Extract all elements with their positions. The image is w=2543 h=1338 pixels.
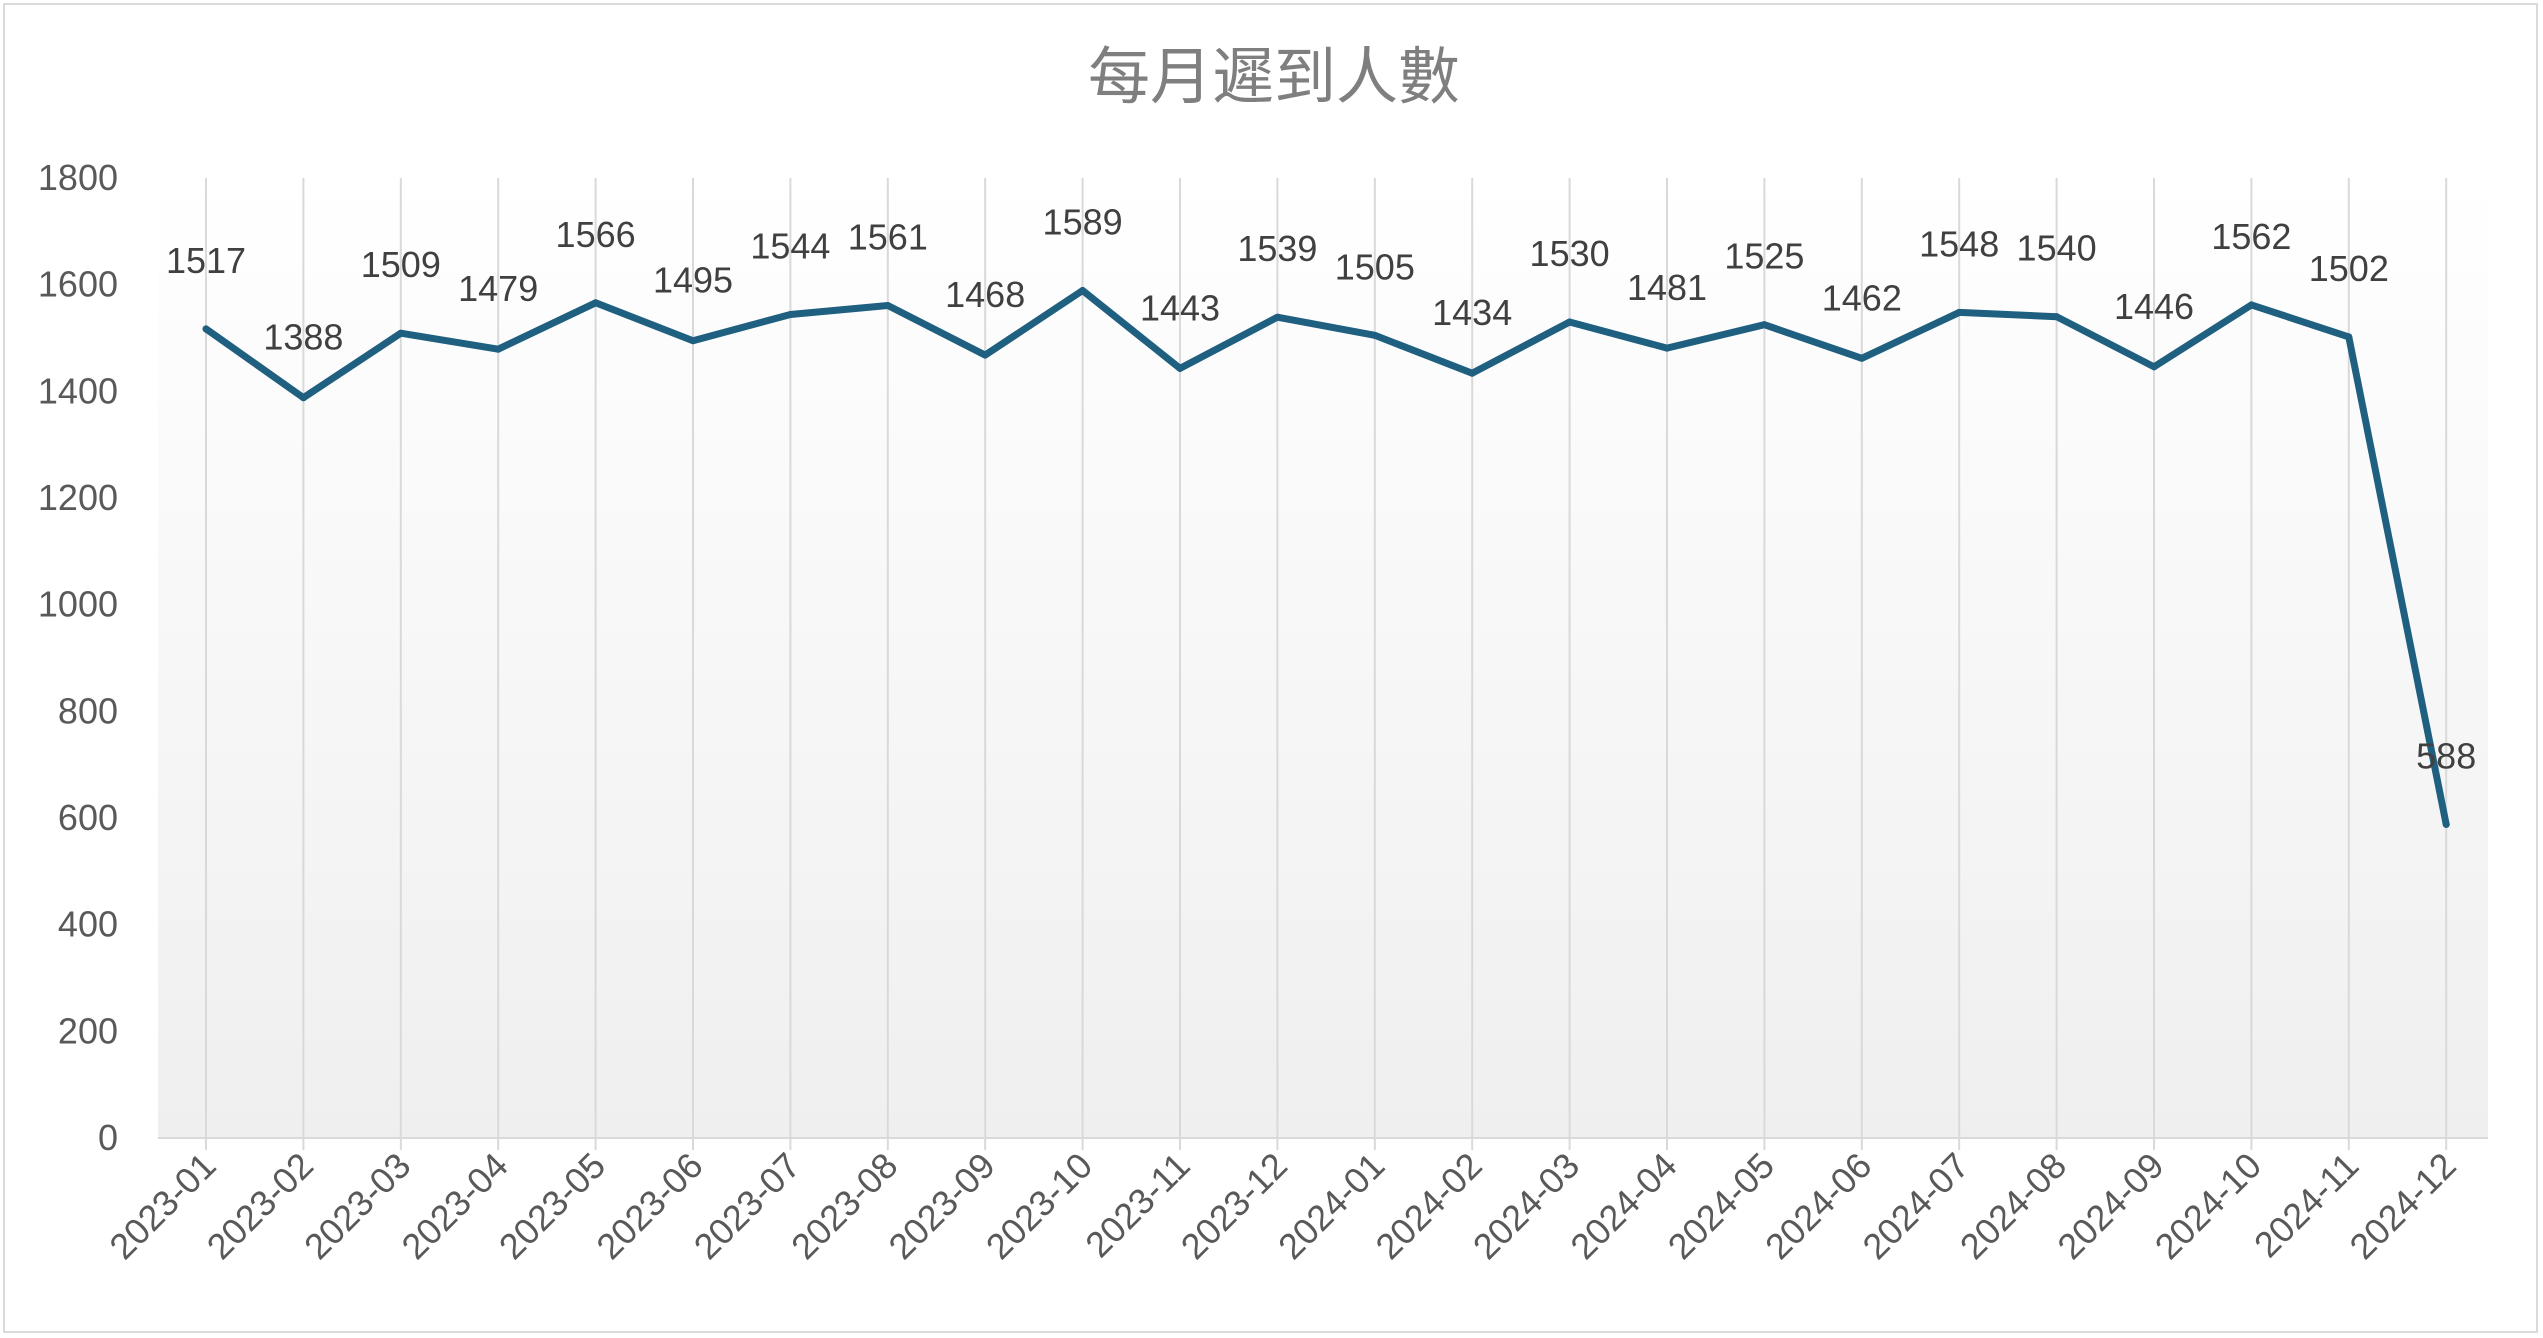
data-label: 1462	[1822, 277, 1902, 318]
data-label: 1530	[1530, 233, 1610, 274]
data-label: 1544	[750, 226, 830, 267]
x-tick-label: 2023-02	[199, 1145, 321, 1267]
chart-title: 每月遲到人數	[1088, 40, 1460, 113]
y-tick-label: 0	[98, 1117, 118, 1158]
x-tick-label: 2024-04	[1562, 1145, 1684, 1267]
data-point	[1760, 321, 1768, 329]
data-point	[1273, 313, 1281, 321]
x-axis: 2023-012023-022023-032023-042023-052023-…	[101, 1145, 2464, 1267]
data-point	[1371, 331, 1379, 339]
data-point	[592, 299, 600, 307]
data-labels: 1517 1388 1509 1479 1566 1495 1544 1561 1468 1589…	[166, 202, 2476, 777]
x-tick-label: 2023-12	[1173, 1145, 1295, 1267]
data-label: 1502	[2309, 248, 2389, 289]
x-tick-label: 2024-06	[1757, 1145, 1879, 1267]
y-tick-label: 200	[58, 1010, 118, 1051]
data-point	[1663, 344, 1671, 352]
data-label: 1509	[361, 244, 441, 285]
x-tick-label: 2024-07	[1854, 1145, 1976, 1267]
y-tick-label: 1400	[38, 370, 118, 411]
data-point	[2442, 820, 2450, 828]
x-tick-label: 2023-08	[783, 1145, 905, 1267]
series-group	[202, 287, 2450, 828]
data-label: 1479	[458, 268, 538, 309]
data-label: 588	[2416, 735, 2476, 776]
data-point	[884, 301, 892, 309]
x-tick-label: 2023-03	[296, 1145, 418, 1267]
data-label: 1548	[1919, 223, 1999, 264]
data-point	[2345, 333, 2353, 341]
data-label: 1434	[1432, 292, 1512, 333]
series-line	[202, 287, 2450, 828]
x-tick-label: 2023-05	[491, 1145, 613, 1267]
data-point	[299, 394, 307, 402]
data-point	[1955, 308, 1963, 316]
x-tick-label: 2024-10	[2147, 1145, 2269, 1267]
data-point	[1468, 369, 1476, 377]
x-tick-label: 2023-06	[588, 1145, 710, 1267]
x-tick-label: 2023-10	[978, 1145, 1100, 1267]
data-label: 1540	[2017, 228, 2097, 269]
x-tick-label: 2024-11	[2246, 1145, 2367, 1266]
data-point	[397, 329, 405, 337]
data-label: 1505	[1335, 246, 1415, 287]
data-point	[202, 325, 210, 333]
data-point	[494, 345, 502, 353]
x-tick-label: 2024-09	[2049, 1145, 2171, 1267]
data-label: 1566	[556, 214, 636, 255]
data-point	[1858, 354, 1866, 362]
data-point	[1079, 287, 1087, 295]
data-label: 1481	[1627, 267, 1707, 308]
data-point	[1176, 364, 1184, 372]
x-tick-label: 2023-01	[101, 1145, 223, 1267]
y-tick-label: 1200	[38, 477, 118, 518]
x-tick-label: 2023-04	[393, 1145, 515, 1267]
y-tick-label: 1600	[38, 264, 118, 305]
data-point	[981, 351, 989, 359]
x-tick-label: 2024-02	[1367, 1145, 1489, 1267]
y-tick-label: 600	[58, 797, 118, 838]
x-tick-label: 2023-11	[1077, 1145, 1198, 1266]
x-tick-label: 2024-05	[1660, 1145, 1782, 1267]
data-label: 1388	[263, 317, 343, 358]
y-tick-label: 800	[58, 690, 118, 731]
data-point	[2053, 313, 2061, 321]
y-tick-label: 1800	[38, 157, 118, 198]
data-label: 1561	[848, 216, 928, 257]
data-point	[2150, 363, 2158, 371]
y-tick-label: 1000	[38, 584, 118, 625]
y-tick-label: 400	[58, 904, 118, 945]
data-label: 1495	[653, 260, 733, 301]
x-tick-label: 2024-01	[1270, 1145, 1392, 1267]
data-label: 1589	[1043, 202, 1123, 243]
data-label: 1525	[1724, 236, 1804, 277]
data-label: 1562	[2211, 216, 2291, 257]
data-point	[689, 337, 697, 345]
data-label: 1443	[1140, 287, 1220, 328]
y-axis: 0 200 400 600 800 1000 1200 1400 1600 1800	[38, 157, 118, 1158]
data-point	[1566, 318, 1574, 326]
data-label: 1468	[945, 274, 1025, 315]
x-tick-label: 2023-07	[686, 1145, 808, 1267]
x-tick-label: 2024-12	[2341, 1145, 2463, 1267]
data-label: 1446	[2114, 286, 2194, 327]
data-point	[786, 311, 794, 319]
data-label: 1539	[1237, 228, 1317, 269]
x-tick-label: 2023-09	[880, 1145, 1002, 1267]
x-tick-label: 2024-08	[1952, 1145, 2074, 1267]
data-label: 1517	[166, 240, 246, 281]
x-tick-label: 2024-03	[1465, 1145, 1587, 1267]
data-point	[2247, 301, 2255, 309]
